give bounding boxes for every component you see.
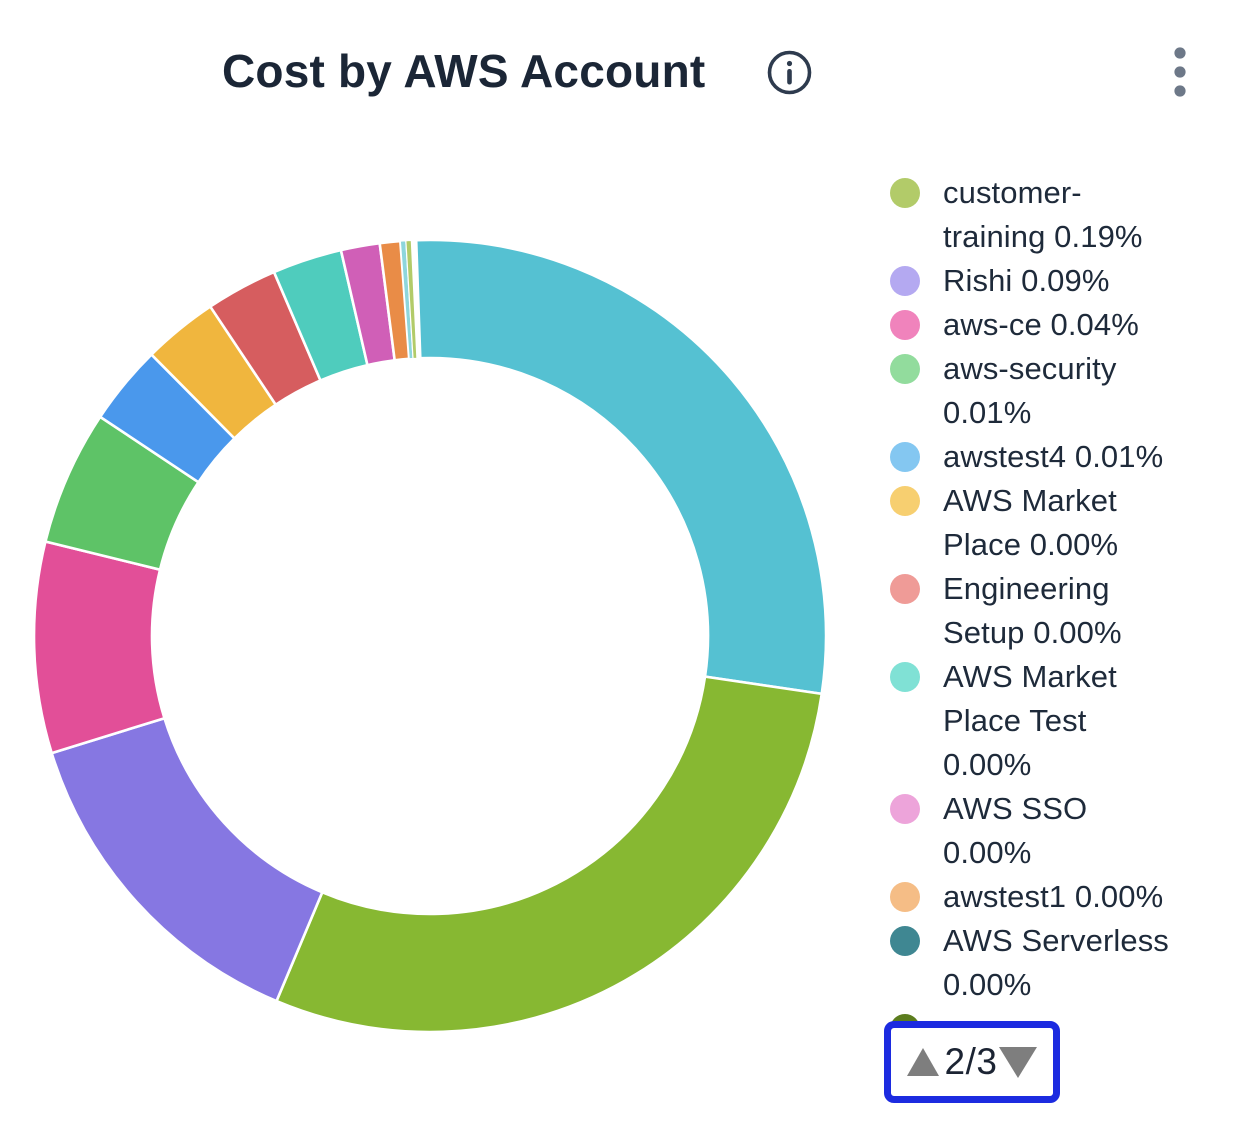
legend-item-label: aws-security 0.01% [943, 351, 1117, 430]
legend-item-aws-market-place[interactable]: AWS Market Place 0.00% [890, 479, 1230, 567]
info-icon[interactable] [766, 49, 813, 96]
legend-item-customer-training[interactable]: customer-training 0.19% [890, 171, 1230, 259]
donut-slice-slice-4-pink[interactable] [32, 539, 167, 755]
legend-color-dot [890, 354, 920, 384]
legend-item-awstest1[interactable]: awstest1 0.00% [890, 875, 1230, 919]
legend-item-label: AWS Market Place Test 0.00% [943, 659, 1117, 782]
legend-color-dot [890, 882, 920, 912]
triangle-up-icon[interactable] [906, 1048, 939, 1076]
legend-color-dot [890, 486, 920, 516]
legend-color-dot [890, 794, 920, 824]
legend-item-label: AWS Serverless 0.00% [943, 923, 1169, 1002]
legend-item-engineering-setup[interactable]: Engineering Setup 0.00% [890, 567, 1230, 655]
triangle-down-icon[interactable] [999, 1046, 1038, 1078]
page-title: Cost by AWS Account [222, 45, 706, 97]
legend-item-label: customer-training 0.19% [943, 175, 1143, 254]
donut-slice-slice-3-purple[interactable] [50, 716, 324, 1003]
pagination-label: 2/3 [944, 1041, 998, 1082]
legend-item-aws-ce[interactable]: aws-ce 0.04% [890, 303, 1230, 347]
legend-item-aws-sso[interactable]: AWS SSO 0.00% [890, 787, 1230, 875]
legend-item-aws-serverless[interactable]: AWS Serverless 0.00% [890, 919, 1230, 1007]
legend-item-label: AWS Market Place 0.00% [943, 483, 1119, 562]
legend-color-dot [890, 442, 920, 472]
legend-color-dot [890, 178, 920, 208]
legend-color-dot [890, 574, 920, 604]
legend-item-label: Engineering Setup 0.00% [943, 571, 1122, 650]
legend-color-dot [890, 662, 920, 692]
donut-slice-slice-1-teal[interactable] [414, 238, 828, 696]
legend-item-label: awstest4 0.01% [943, 439, 1164, 474]
legend-color-dot [890, 926, 920, 956]
donut-slice-slice-2-olive[interactable] [274, 675, 824, 1034]
legend-item-aws-market-place-test[interactable]: AWS Market Place Test 0.00% [890, 655, 1230, 787]
donut-slice-sliver-light-olive[interactable] [405, 239, 418, 360]
legend-color-dot [890, 266, 920, 296]
legend-color-dot [890, 310, 920, 340]
legend-pagination: 2/3 [884, 1021, 1060, 1103]
legend-item-aws-security[interactable]: aws-security 0.01% [890, 347, 1230, 435]
legend-item-label: Rishi 0.09% [943, 263, 1110, 298]
legend-item-rishi[interactable]: Rishi 0.09% [890, 259, 1230, 303]
legend-item-label: aws-ce 0.04% [943, 307, 1139, 342]
legend-item-label: awstest1 0.00% [943, 879, 1164, 914]
chart-legend: customer-training 0.19% Rishi 0.09% aws-ce… [890, 171, 1230, 1044]
kebab-menu-icon[interactable] [1169, 44, 1191, 100]
legend-item-awstest4[interactable]: awstest4 0.01% [890, 435, 1230, 479]
legend-item-label: AWS SSO 0.00% [943, 791, 1088, 870]
